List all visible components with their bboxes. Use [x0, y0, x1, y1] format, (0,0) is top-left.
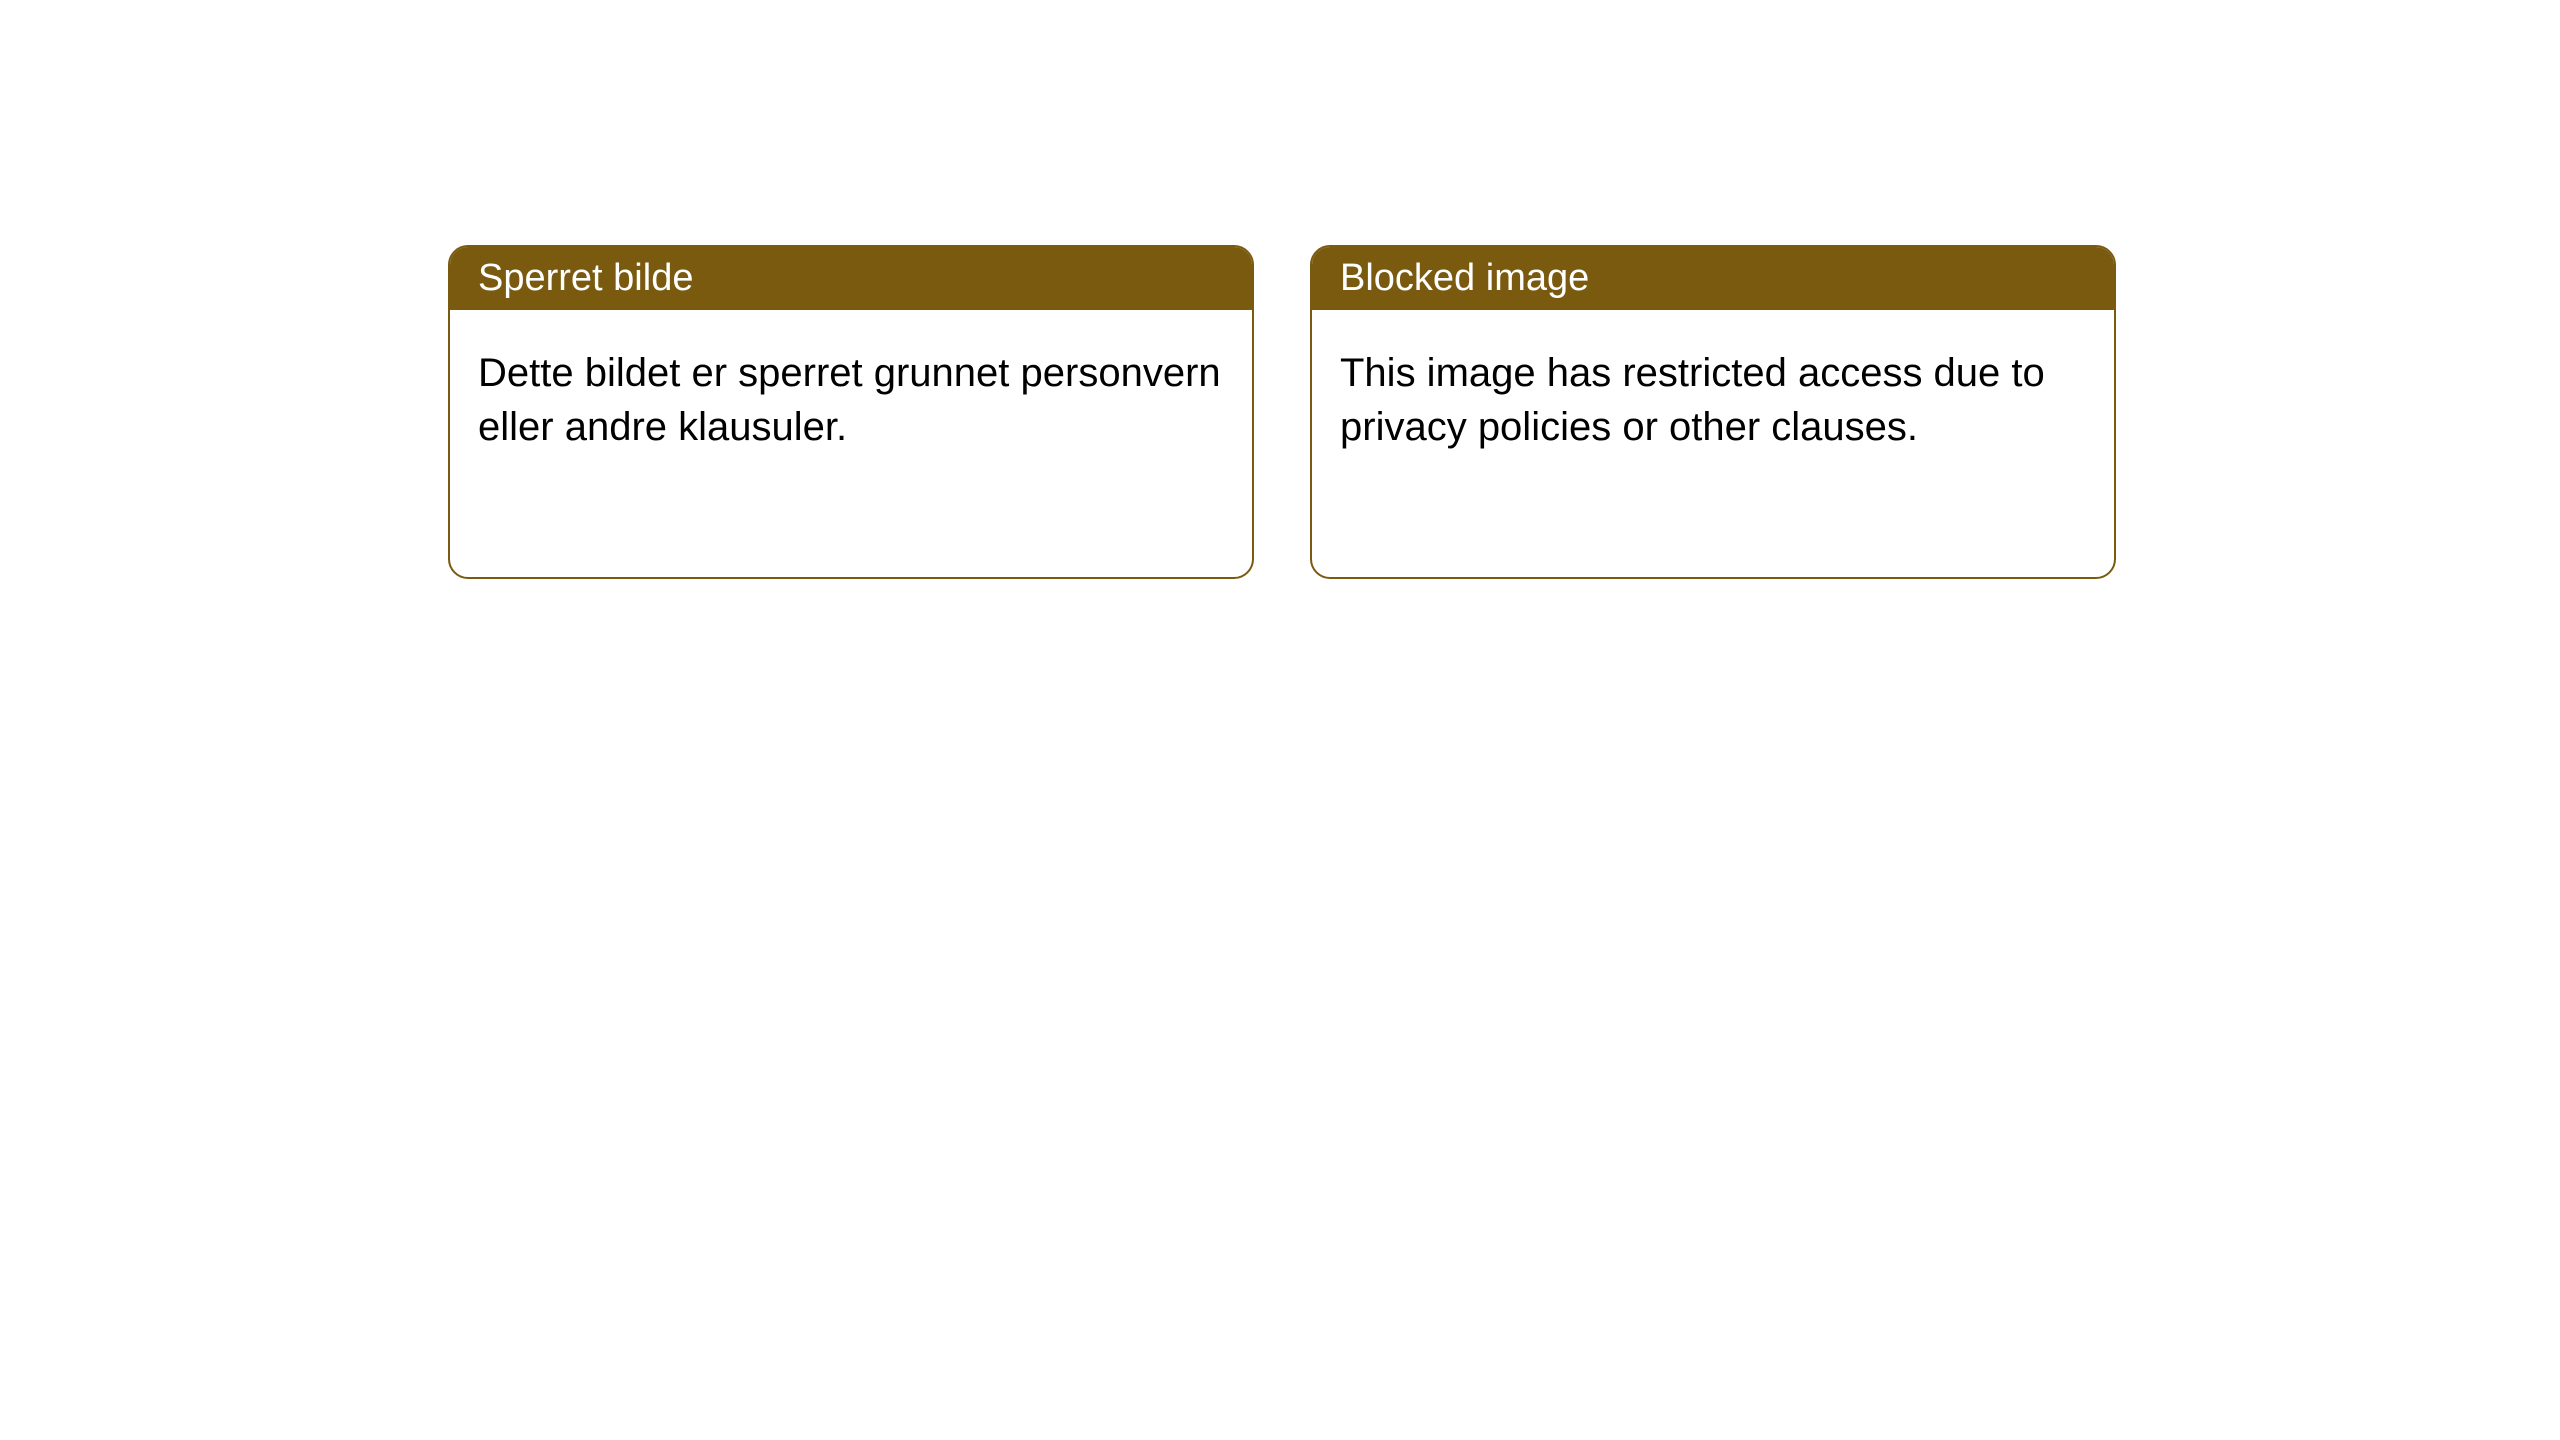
notice-container: Sperret bilde Dette bildet er sperret gr… [448, 245, 2116, 579]
notice-body: Dette bildet er sperret grunnet personve… [450, 310, 1252, 490]
notice-title: Sperret bilde [478, 257, 693, 299]
notice-card-english: Blocked image This image has restricted … [1310, 245, 2116, 579]
notice-header: Sperret bilde [450, 247, 1252, 310]
notice-card-norwegian: Sperret bilde Dette bildet er sperret gr… [448, 245, 1254, 579]
notice-body: This image has restricted access due to … [1312, 310, 2114, 490]
notice-title: Blocked image [1340, 257, 1589, 299]
notice-message: Dette bildet er sperret grunnet personve… [478, 351, 1221, 449]
notice-message: This image has restricted access due to … [1340, 351, 2045, 449]
notice-header: Blocked image [1312, 247, 2114, 310]
